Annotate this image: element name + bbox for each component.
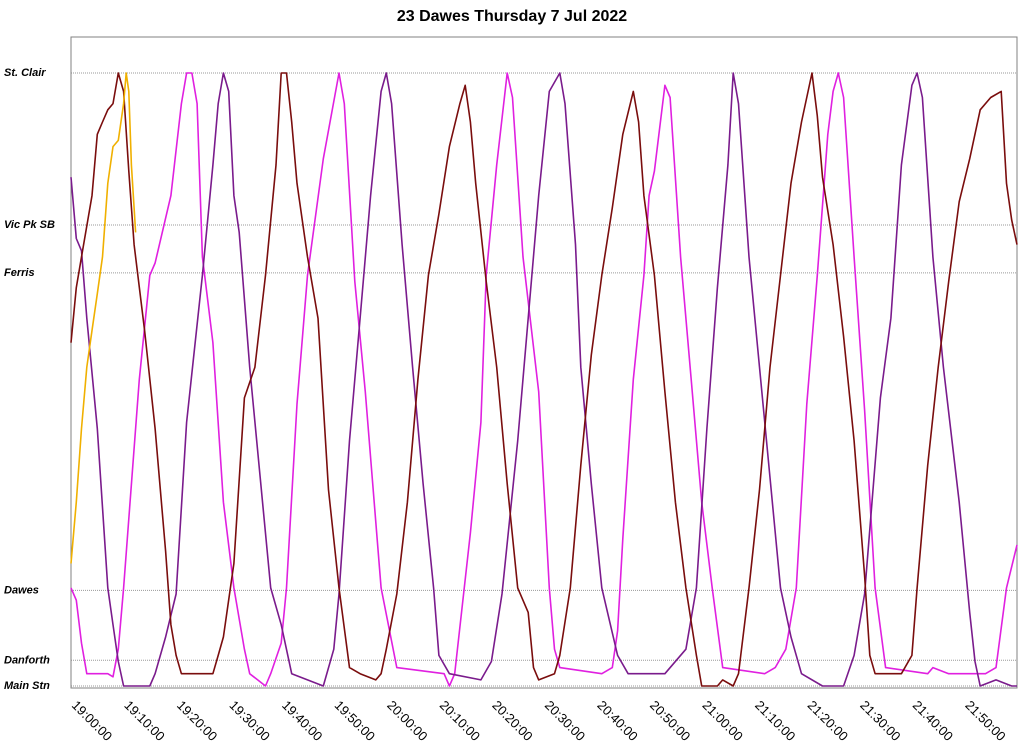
plot-area-frame [70, 36, 1018, 689]
series-line [70, 72, 1018, 687]
stop-gridlines [71, 72, 1017, 687]
stop-label: St. Clair [4, 67, 46, 79]
stop-label: Vic Pk SB [4, 219, 55, 231]
stop-label: Ferris [4, 267, 35, 279]
stop-label: Main Stn [4, 680, 50, 692]
series-line [70, 72, 1017, 687]
series-lines [70, 72, 1018, 687]
series-line [70, 72, 1018, 687]
stop-label: Danforth [4, 654, 50, 666]
stop-labels: St. Clair Vic Pk SB Ferris Dawes Danforth Mai… [4, 67, 55, 692]
series-line [70, 72, 137, 564]
chart-title: 23 Dawes Thursday 7 Jul 2022 [397, 8, 627, 25]
stop-label: Dawes [4, 584, 39, 596]
